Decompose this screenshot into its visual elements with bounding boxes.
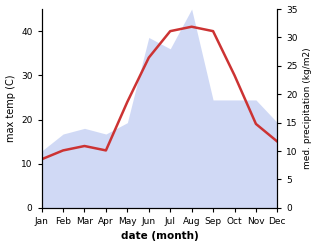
Y-axis label: max temp (C): max temp (C)	[5, 75, 16, 142]
X-axis label: date (month): date (month)	[121, 231, 198, 242]
Y-axis label: med. precipitation (kg/m2): med. precipitation (kg/m2)	[303, 48, 313, 169]
